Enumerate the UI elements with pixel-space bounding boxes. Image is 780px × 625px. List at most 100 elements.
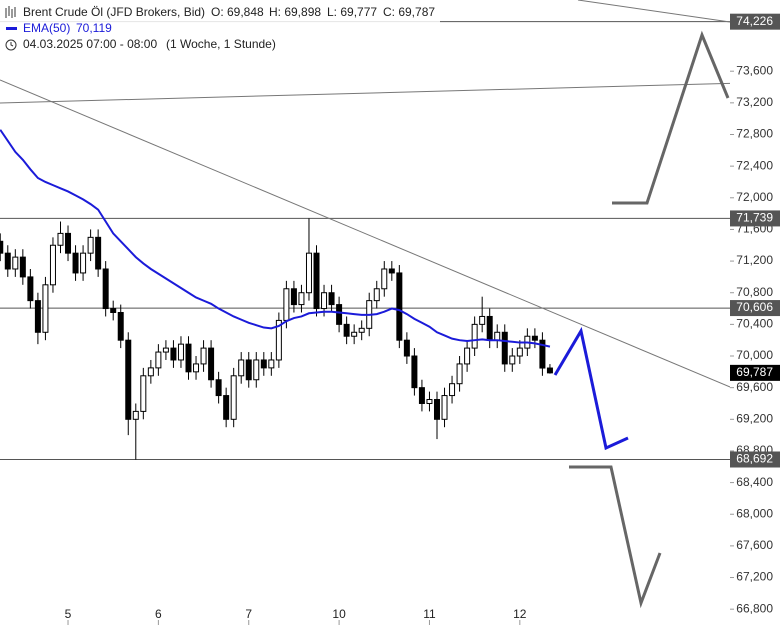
candle-body — [42, 284, 49, 333]
ema-line — [0, 129, 551, 348]
candle-body — [19, 256, 26, 278]
candle-body — [275, 319, 282, 361]
bars-icon — [5, 6, 16, 18]
y-tick-label: 72,000 — [736, 190, 773, 204]
candle-body — [34, 300, 41, 333]
candle-body — [200, 347, 207, 365]
candle-body — [155, 351, 162, 369]
candle-body — [12, 256, 19, 270]
candle-body — [411, 355, 418, 389]
candle-body — [464, 347, 471, 365]
period: 04.03.2025 07:00 - 08:00 — [23, 37, 157, 51]
legend-value: 70,119 — [76, 21, 112, 35]
y-tick-label: 73,600 — [736, 63, 773, 77]
candle-body — [396, 272, 403, 341]
level-label: 74,226 — [736, 14, 773, 28]
candle-body — [80, 252, 87, 274]
candle-body — [546, 367, 553, 374]
candle-body — [486, 315, 493, 341]
candle-body — [208, 347, 215, 381]
trend-line — [577, 0, 731, 23]
level-box — [730, 300, 780, 317]
projection-path — [612, 30, 730, 205]
trend-line — [0, 79, 780, 409]
level-label: 71,739 — [736, 211, 773, 225]
projection-path — [553, 326, 629, 451]
legend-swatch — [6, 27, 17, 30]
candle-body — [336, 304, 343, 325]
candle-body — [305, 252, 312, 294]
candle-body — [27, 276, 34, 302]
candle-body — [298, 292, 305, 306]
level-label: 68,692 — [736, 452, 773, 466]
candle-body — [539, 339, 546, 369]
candle-body — [433, 399, 440, 420]
candle-body — [449, 383, 456, 397]
quote-high: H: 69,898 — [269, 5, 321, 19]
candle-body — [177, 343, 184, 361]
candle-body — [215, 379, 222, 397]
candle-body — [253, 359, 260, 381]
candle-body — [162, 347, 169, 353]
candle-body — [72, 252, 79, 274]
candle-body — [381, 268, 388, 290]
y-tick-label: 66,800 — [736, 601, 773, 615]
quote-close: C: 69,787 — [383, 5, 435, 19]
candle-body — [343, 323, 350, 337]
clock-icon — [5, 39, 17, 51]
level-box — [730, 451, 780, 468]
candle-body — [238, 359, 245, 377]
clock-hands — [10, 42, 14, 47]
candle-body — [193, 363, 200, 373]
x-tick-label: 12 — [513, 607, 527, 621]
candle-body — [373, 288, 380, 302]
candle-body — [328, 292, 335, 306]
instrument-title: Brent Crude Öl (JFD Brokers, Bid) — [23, 5, 205, 19]
x-tick-label: 7 — [245, 607, 252, 621]
y-tick-label: 72,400 — [736, 158, 773, 172]
candle-body — [351, 331, 358, 337]
candle-body — [117, 312, 124, 341]
y-tick-label: 68,400 — [736, 475, 773, 489]
candle-body — [268, 359, 275, 369]
x-tick-label: 5 — [65, 607, 72, 621]
candle-body — [479, 315, 486, 325]
candle-body — [494, 331, 501, 341]
y-tick-label: 70,400 — [736, 317, 773, 331]
candle-body — [403, 339, 410, 357]
y-tick-label: 69,200 — [736, 411, 773, 425]
y-tick-label: 73,200 — [736, 95, 773, 109]
candle-body — [321, 292, 328, 310]
candle-body — [110, 308, 117, 314]
level-box — [730, 210, 780, 227]
x-tick-label: 10 — [332, 607, 346, 621]
candle-body — [509, 355, 516, 365]
y-tick-label: 72,800 — [736, 127, 773, 141]
candle-body — [426, 399, 433, 404]
y-tick-label: 69,600 — [736, 380, 773, 394]
quote-low: L: 69,777 — [327, 5, 377, 19]
candle-body — [418, 387, 425, 404]
candle-body — [185, 343, 192, 373]
candle-body — [388, 268, 395, 274]
candle-body — [290, 288, 297, 306]
candle-body — [57, 232, 64, 246]
candle-body — [358, 327, 365, 333]
candle-body — [471, 323, 478, 349]
header-background — [0, 0, 440, 54]
candle-body — [260, 359, 267, 369]
y-tick-label: 67,200 — [736, 570, 773, 584]
y-tick-label: 71,200 — [736, 253, 773, 267]
candle-body — [456, 363, 463, 385]
projection-path — [569, 465, 662, 609]
candle-body — [65, 232, 72, 254]
candle-body — [147, 367, 154, 377]
candle-body — [230, 375, 237, 420]
candle-body — [313, 252, 320, 310]
candle-body — [125, 339, 132, 420]
x-tick-label: 6 — [155, 607, 162, 621]
last-price-label: 69,787 — [736, 365, 773, 379]
candle-body — [223, 395, 230, 420]
